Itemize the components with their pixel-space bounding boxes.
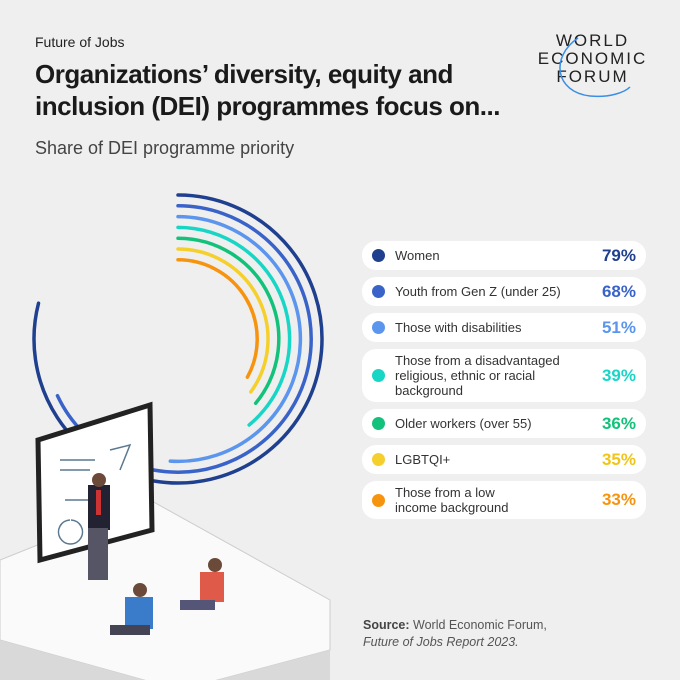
subtitle: Share of DEI programme priority <box>35 138 295 158</box>
arc-3 <box>176 225 292 427</box>
logo-line: WORLD <box>555 31 630 50</box>
arc-5 <box>176 247 270 394</box>
arc-2 <box>168 214 303 464</box>
source-report: Future of Jobs Report 2023. <box>363 635 519 649</box>
page-title: Organizations’ diversity, equity and inc… <box>35 59 500 121</box>
legend-item: LGBTQI+ 35% <box>362 445 646 474</box>
legend-value: 33% <box>601 490 636 509</box>
legend-value: 68% <box>601 281 636 301</box>
legend-dot-icon <box>372 285 385 298</box>
header: Organizations’ diversity, equity and inc… <box>35 58 520 159</box>
legend-value: 79% <box>601 245 636 265</box>
logo-line: FORUM <box>556 67 629 86</box>
classroom-illustration <box>0 401 331 680</box>
source-note: Source: World Economic Forum, Future of … <box>363 617 547 651</box>
arc-0 <box>32 193 324 485</box>
logo-arc-icon <box>559 37 631 98</box>
legend-dot-icon <box>372 321 385 334</box>
legend-item: Women 79% <box>362 241 646 270</box>
legend-dot-icon <box>372 369 385 382</box>
source-label: Source: <box>363 618 410 632</box>
legend-label: Those with disabilities <box>395 320 522 335</box>
legend-value: 36% <box>601 413 636 433</box>
legend-item: Those from a low income background 33% <box>362 481 646 519</box>
arc-4 <box>176 236 281 406</box>
legend-dot-icon <box>372 493 385 507</box>
legend-value: 51% <box>601 317 636 337</box>
wef-logo: WORLD ECONOMIC FORUM <box>530 31 655 98</box>
arc-6 <box>176 258 259 379</box>
legend-label: Those from a disadvantaged religious, et… <box>395 353 560 398</box>
legend-item: Youth from Gen Z (under 25) 68% <box>362 277 646 306</box>
kicker: Future of Jobs <box>35 34 125 50</box>
legend-label: Those from a low income background <box>395 485 509 515</box>
legend-label: Older workers (over 55) <box>395 416 532 431</box>
legend-label: Women <box>395 248 440 263</box>
legend-label: Youth from Gen Z (under 25) <box>395 284 561 299</box>
logo-line: ECONOMIC <box>537 49 648 68</box>
source-text: World Economic Forum, <box>413 618 547 632</box>
legend-item: Those from a disadvantaged religious, et… <box>362 349 646 402</box>
legend: Women 79% Youth from Gen Z (under 25) 68% Th… <box>362 241 646 526</box>
legend-value: 35% <box>601 449 636 469</box>
legend-dot-icon <box>372 417 385 430</box>
legend-value: 39% <box>601 365 636 385</box>
legend-dot-icon <box>372 249 385 262</box>
legend-dot-icon <box>372 453 385 466</box>
legend-label: LGBTQI+ <box>395 452 451 467</box>
legend-item: Those with disabilities 51% <box>362 313 646 342</box>
legend-item: Older workers (over 55) 36% <box>362 409 646 438</box>
